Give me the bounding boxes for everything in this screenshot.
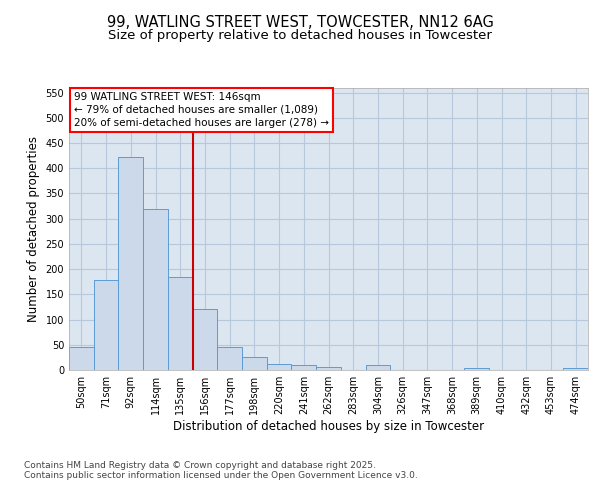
Bar <box>118 157 143 370</box>
Y-axis label: Number of detached properties: Number of detached properties <box>27 136 40 322</box>
Bar <box>316 368 341 370</box>
Bar <box>217 348 242 370</box>
Bar <box>94 280 118 370</box>
Bar <box>242 358 267 370</box>
Bar <box>193 310 217 370</box>
Bar <box>292 365 316 370</box>
Text: Contains HM Land Registry data © Crown copyright and database right 2025.: Contains HM Land Registry data © Crown c… <box>24 462 376 470</box>
Bar <box>143 208 168 370</box>
Bar <box>365 365 390 370</box>
Bar <box>464 368 489 370</box>
Bar <box>267 364 292 370</box>
Text: Size of property relative to detached houses in Towcester: Size of property relative to detached ho… <box>108 28 492 42</box>
Bar <box>563 368 588 370</box>
Bar <box>168 276 193 370</box>
Bar <box>69 348 94 370</box>
Text: Contains public sector information licensed under the Open Government Licence v3: Contains public sector information licen… <box>24 472 418 480</box>
X-axis label: Distribution of detached houses by size in Towcester: Distribution of detached houses by size … <box>173 420 484 433</box>
Text: 99, WATLING STREET WEST, TOWCESTER, NN12 6AG: 99, WATLING STREET WEST, TOWCESTER, NN12… <box>107 15 493 30</box>
Text: 99 WATLING STREET WEST: 146sqm
← 79% of detached houses are smaller (1,089)
20% : 99 WATLING STREET WEST: 146sqm ← 79% of … <box>74 92 329 128</box>
